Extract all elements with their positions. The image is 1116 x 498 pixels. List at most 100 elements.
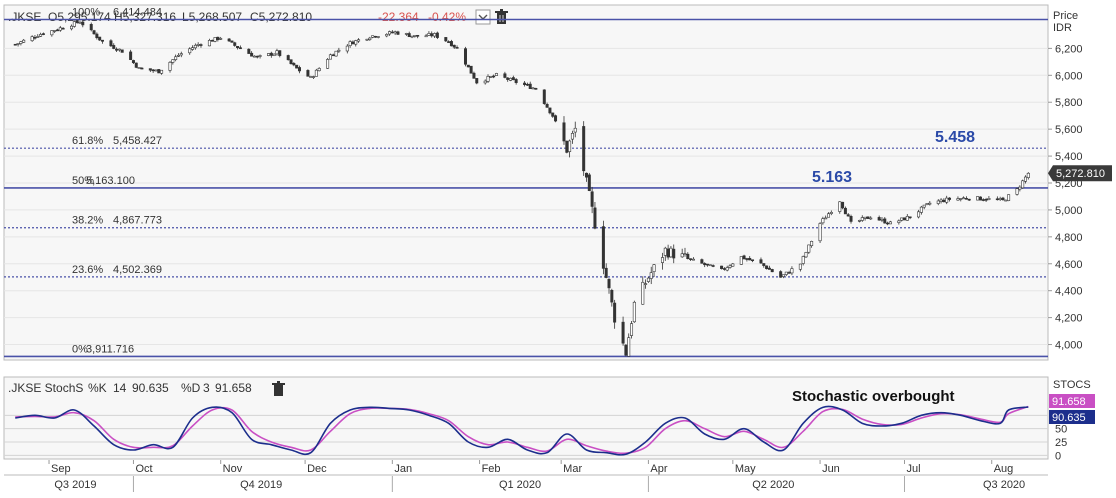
candle [1007, 194, 1011, 202]
candle [762, 263, 766, 268]
candle [649, 266, 653, 285]
candle [213, 37, 217, 43]
candle [781, 274, 785, 279]
candle [92, 29, 96, 35]
candle [987, 195, 991, 201]
candle [663, 246, 667, 261]
stoch-k-value: 90.635 [132, 381, 169, 395]
candle [494, 72, 498, 77]
month-label: Nov [223, 463, 243, 475]
candle [857, 219, 861, 223]
month-label: Jan [394, 463, 412, 475]
fib-pct: 100% [72, 7, 100, 19]
month-label: Oct [135, 463, 152, 475]
candle [759, 257, 763, 264]
candle [846, 213, 850, 217]
quarter-label: Q2 2020 [752, 479, 794, 491]
candle [357, 38, 361, 43]
candle [373, 35, 377, 38]
candle [472, 71, 476, 79]
candle [193, 43, 197, 50]
candle [393, 30, 397, 36]
trash-icon[interactable] [495, 9, 508, 24]
candle [531, 87, 535, 90]
fib-pct: 50% [72, 175, 94, 187]
candle [514, 78, 518, 85]
stoch-k-period: 14 [113, 381, 127, 395]
candle [939, 198, 943, 204]
stoch-name: .JKSE StochS [8, 381, 83, 395]
candle [728, 264, 732, 269]
candle [22, 38, 26, 43]
candle [19, 40, 23, 46]
candle [258, 54, 262, 59]
candle [140, 67, 144, 70]
candle [199, 43, 203, 48]
candle [984, 197, 988, 203]
candle [331, 53, 335, 57]
candle [1001, 196, 1005, 201]
candle [98, 36, 102, 41]
candle [917, 209, 921, 219]
price-axis-title-2: IDR [1053, 22, 1072, 34]
stoch-d-period: 3 [203, 381, 210, 395]
candle [337, 47, 341, 54]
candle [860, 215, 864, 222]
candle [483, 79, 487, 85]
candle [976, 196, 980, 201]
candle [534, 87, 538, 90]
candle [902, 217, 906, 221]
candle [770, 268, 774, 273]
candle [706, 263, 710, 267]
candle [511, 75, 515, 81]
stoch-annotation: Stochastic overbought [792, 388, 955, 405]
candle [351, 40, 355, 45]
candle [652, 263, 656, 278]
candle [196, 42, 200, 48]
stoch-k-label: %K [88, 381, 107, 395]
candle [981, 198, 985, 202]
fib-value: 3,911.716 [86, 343, 134, 355]
candle [385, 33, 389, 38]
candle [292, 62, 296, 67]
trash-icon[interactable] [272, 381, 285, 396]
price-header: .JKSE O5,295.174 H5,327.316 L5,268.507 C… [8, 9, 508, 25]
candle [765, 265, 769, 270]
open-value: O5,295.174 [48, 10, 111, 24]
candle [295, 64, 299, 69]
price-tick-label: 5,400 [1055, 151, 1083, 163]
candle [269, 51, 273, 58]
candle [897, 219, 901, 225]
candle [632, 300, 636, 323]
candle [660, 252, 664, 270]
candle [821, 216, 825, 225]
candle [475, 78, 479, 85]
chevron-down-icon[interactable] [475, 9, 491, 25]
candle [81, 19, 85, 28]
candle [995, 196, 999, 201]
candle [691, 257, 695, 261]
month-label: Jul [906, 463, 920, 475]
candle [326, 58, 330, 69]
price-tick-label: 4,600 [1055, 259, 1083, 271]
candle [804, 251, 808, 258]
candle [849, 214, 853, 224]
candle [827, 212, 831, 218]
candle [469, 65, 473, 74]
candle [666, 244, 670, 260]
candle [843, 206, 847, 215]
candle [410, 35, 414, 39]
high-value: H5,327.316 [114, 10, 176, 24]
candle [745, 257, 749, 262]
candle [36, 34, 40, 38]
candle [312, 75, 316, 80]
candle [72, 20, 76, 28]
candle [388, 30, 392, 36]
candle [407, 31, 411, 38]
price-tick-label: 4,200 [1055, 313, 1083, 325]
candle [160, 69, 164, 75]
candle [30, 35, 34, 42]
svg-text:5,272.810: 5,272.810 [1056, 168, 1105, 180]
candle [39, 32, 43, 38]
candle [720, 265, 724, 270]
